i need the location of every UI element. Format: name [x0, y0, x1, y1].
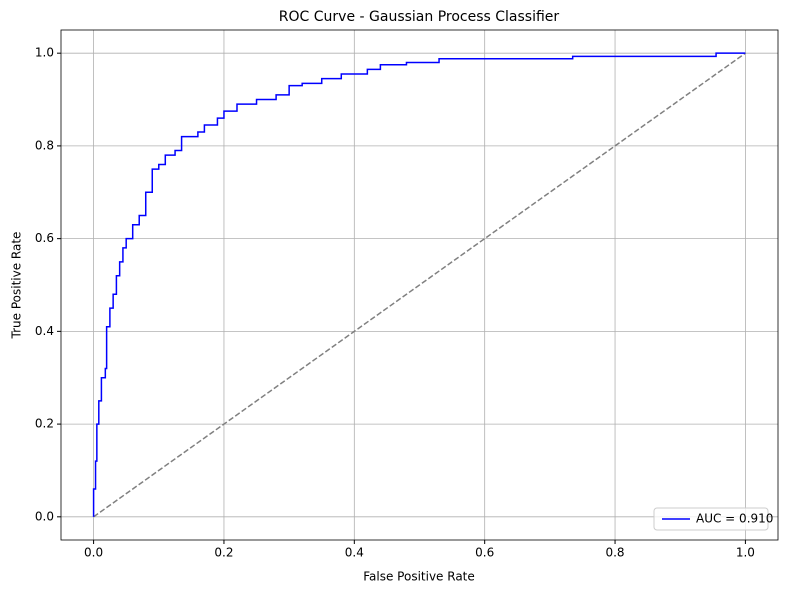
x-tick-label: 0.0	[84, 546, 103, 560]
y-tick-label: 0.2	[35, 417, 54, 431]
y-tick-label: 0.0	[35, 509, 54, 523]
x-tick-label: 0.4	[345, 546, 364, 560]
y-tick-label: 0.4	[35, 324, 54, 338]
series-line	[93, 52, 746, 518]
chart-title: ROC Curve - Gaussian Process Classifier	[279, 9, 560, 25]
y-axis-label: True Positive Rate	[10, 232, 24, 340]
legend-box	[653, 507, 769, 531]
y-tick-label: 0.8	[35, 138, 54, 152]
y-tick-label: 1.0	[35, 46, 54, 60]
plot-frame	[60, 29, 779, 541]
x-tick-label: 0.2	[214, 546, 233, 560]
legend-label: AUC = 0.910	[696, 512, 773, 526]
x-tick-label: 0.8	[605, 546, 624, 560]
x-tick-label: 1.0	[736, 546, 755, 560]
x-tick-label: 0.6	[475, 546, 494, 560]
series-line	[92, 52, 746, 517]
y-tick-label: 0.6	[35, 231, 54, 245]
x-axis-label: False Positive Rate	[363, 570, 475, 584]
